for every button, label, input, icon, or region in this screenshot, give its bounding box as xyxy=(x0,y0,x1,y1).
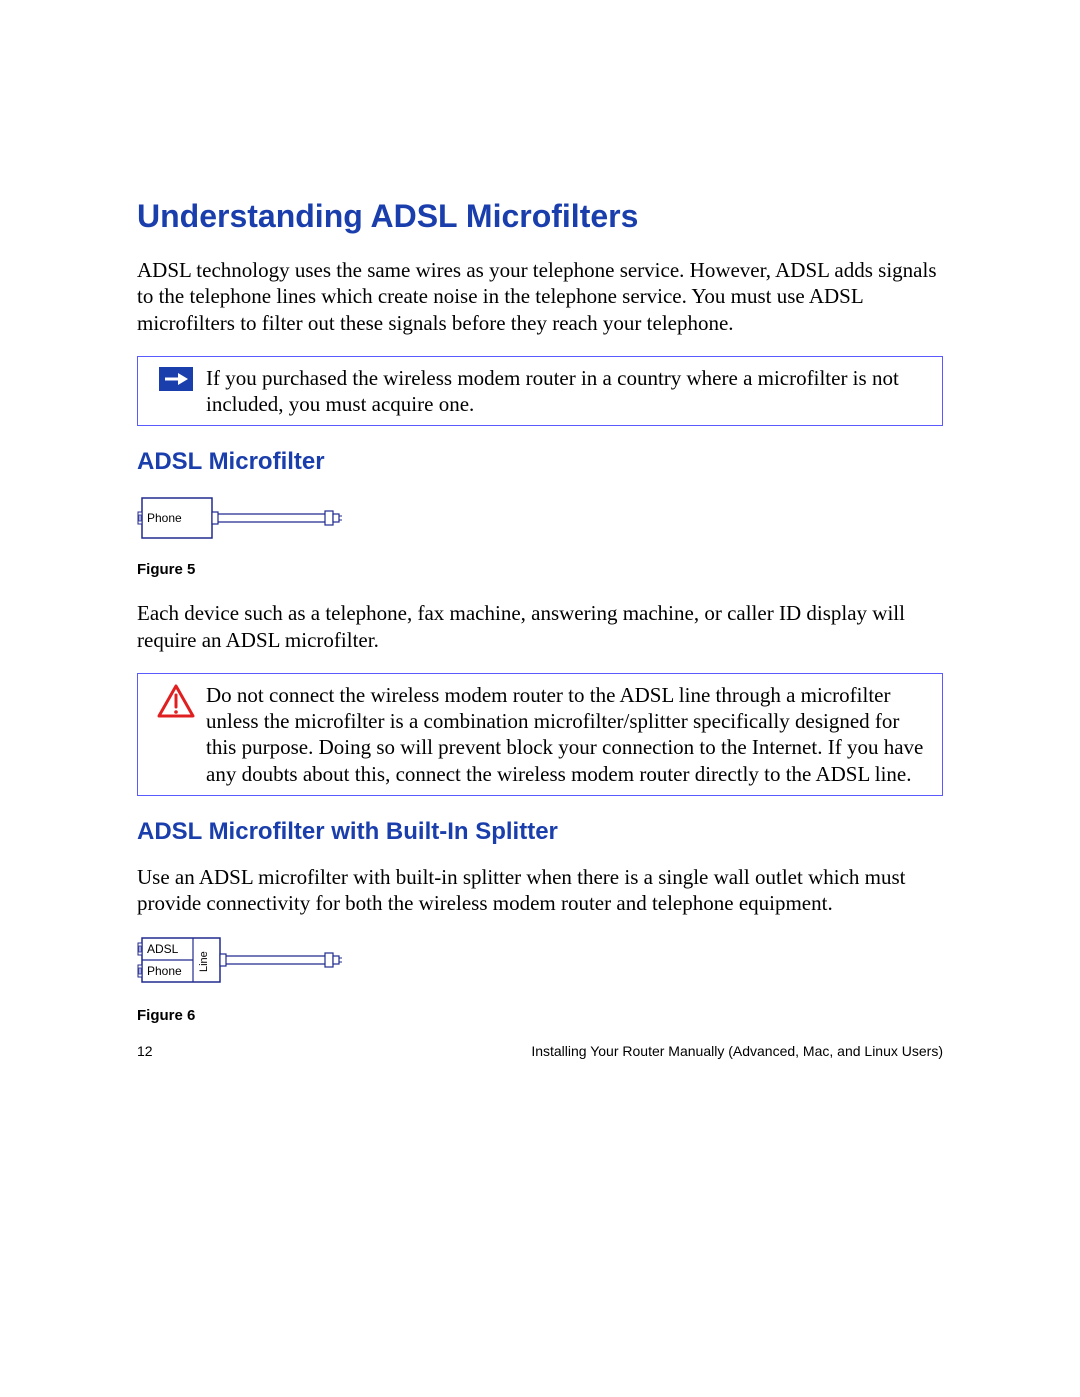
figure-6-caption: Figure 6 xyxy=(137,1007,943,1024)
arrow-right-icon xyxy=(159,367,193,391)
page-content: Understanding ADSL Microfilters ADSL tec… xyxy=(137,198,943,1038)
section2-heading: ADSL Microfilter with Built-In Splitter xyxy=(137,818,943,846)
warning-icon-slot xyxy=(146,682,206,718)
section2-paragraph: Use an ADSL microfilter with built-in sp… xyxy=(137,864,943,917)
microfilter-diagram-icon: Phone xyxy=(137,494,345,542)
figure-5: Phone Figure 5 xyxy=(137,494,943,578)
intro-paragraph: ADSL technology uses the same wires as y… xyxy=(137,257,943,336)
svg-text:ADSL: ADSL xyxy=(147,942,179,956)
figure-5-caption: Figure 5 xyxy=(137,561,943,578)
splitter-diagram-icon: ADSL Phone Line xyxy=(137,936,345,988)
note-icon-slot xyxy=(146,365,206,391)
page-footer: 12 Installing Your Router Manually (Adva… xyxy=(137,1043,943,1059)
warning-triangle-icon xyxy=(157,684,195,718)
footer-chapter-title: Installing Your Router Manually (Advance… xyxy=(531,1043,943,1059)
section1-heading: ADSL Microfilter xyxy=(137,448,943,476)
warning-text: Do not connect the wireless modem router… xyxy=(206,682,932,787)
note-text: If you purchased the wireless modem rout… xyxy=(206,365,932,418)
warning-callout: Do not connect the wireless modem router… xyxy=(137,673,943,796)
figure-6: ADSL Phone Line Figure 6 xyxy=(137,936,943,1024)
note-callout: If you purchased the wireless modem rout… xyxy=(137,356,943,427)
main-heading: Understanding ADSL Microfilters xyxy=(137,198,943,235)
section1-paragraph: Each device such as a telephone, fax mac… xyxy=(137,600,943,653)
svg-text:Phone: Phone xyxy=(147,964,182,978)
svg-text:Line: Line xyxy=(198,951,210,972)
svg-text:Phone: Phone xyxy=(147,511,182,525)
page-number: 12 xyxy=(137,1043,153,1059)
